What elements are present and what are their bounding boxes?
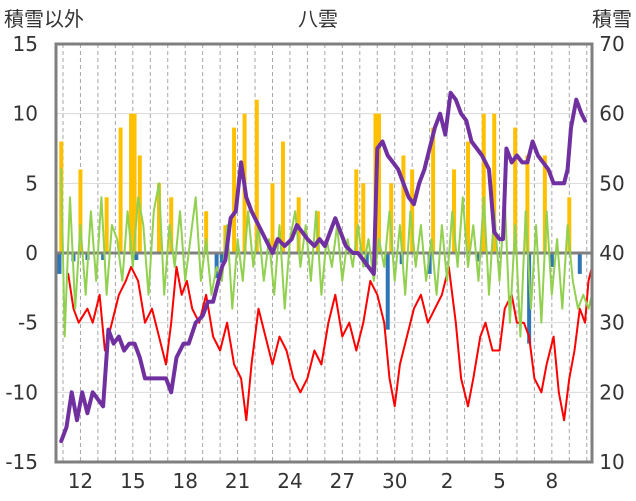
left-tick-label: -15 — [5, 450, 38, 474]
bar-mark — [401, 155, 406, 253]
bar-mark — [78, 169, 83, 253]
bar-mark — [204, 211, 209, 253]
left-tick-label: 5 — [25, 171, 38, 195]
x-tick-label: 18 — [172, 469, 197, 493]
bar-mark — [431, 127, 436, 253]
bar-mark — [132, 113, 137, 254]
bar-mark — [118, 127, 123, 253]
bar-mark — [134, 253, 139, 260]
bar-mark — [481, 113, 486, 254]
plot-area-border — [54, 42, 594, 464]
x-tick-label: 27 — [330, 469, 355, 493]
bar-mark — [476, 253, 481, 262]
bar-mark — [385, 253, 390, 330]
bar-mark — [376, 113, 381, 254]
bar-mark — [129, 113, 134, 254]
x-tick-label: 24 — [277, 469, 302, 493]
bar-mark — [104, 197, 109, 253]
bar-mark — [525, 155, 530, 253]
bar-mark — [101, 253, 106, 260]
bar-mark — [169, 197, 174, 253]
bar-mark — [57, 253, 62, 274]
chart-title: 八雲 — [298, 7, 338, 31]
right-tick-label: 20 — [599, 380, 624, 404]
bar-mark — [549, 253, 554, 267]
bar-mark — [513, 127, 518, 253]
x-tick-label: 30 — [382, 469, 407, 493]
line-series — [59, 90, 593, 444]
left-tick-label: 0 — [25, 241, 38, 265]
bar-mark — [410, 169, 415, 253]
bar-mark — [354, 169, 359, 253]
left-axis-label: 積雪以外 — [4, 7, 84, 31]
bar-mark — [452, 169, 457, 253]
bar-mark — [527, 253, 532, 344]
left-tick-label: -5 — [18, 311, 38, 335]
left-tick-label: -10 — [5, 380, 38, 404]
x-tick-label: 5 — [493, 469, 506, 493]
left-tick-label: 15 — [13, 32, 38, 56]
right-axis-label: 積雪 — [592, 7, 632, 31]
bar-mark — [270, 183, 275, 253]
bar-mark — [361, 183, 366, 253]
x-tick-label: 15 — [120, 469, 145, 493]
bar-mark — [157, 183, 162, 253]
x-tick-label: 8 — [545, 469, 558, 493]
bar-mark — [567, 197, 572, 253]
bar-mark — [254, 99, 259, 253]
series-line-4 — [59, 90, 587, 444]
right-tick-label: 40 — [599, 241, 624, 265]
bar-mark — [280, 141, 285, 253]
right-tick-label: 50 — [599, 171, 624, 195]
x-tick-label: 21 — [225, 469, 250, 493]
bar-mark — [389, 183, 394, 253]
bar-mark — [364, 253, 369, 267]
x-tick-label: 12 — [68, 469, 93, 493]
bar-mark — [577, 253, 582, 274]
x-tick-label: 2 — [441, 469, 454, 493]
bar-mark — [492, 113, 497, 254]
left-tick-label: 10 — [13, 102, 38, 126]
series-line-2 — [67, 265, 593, 422]
right-tick-label: 30 — [599, 311, 624, 335]
bar-mark — [542, 155, 547, 253]
bar-mark — [214, 253, 219, 279]
bar-mark — [427, 253, 432, 274]
right-tick-label: 70 — [599, 32, 624, 56]
bar-mark — [232, 127, 237, 253]
bar-mark — [466, 141, 471, 253]
right-tick-label: 10 — [599, 450, 624, 474]
bar-mark — [219, 253, 224, 263]
right-tick-label: 60 — [599, 102, 624, 126]
